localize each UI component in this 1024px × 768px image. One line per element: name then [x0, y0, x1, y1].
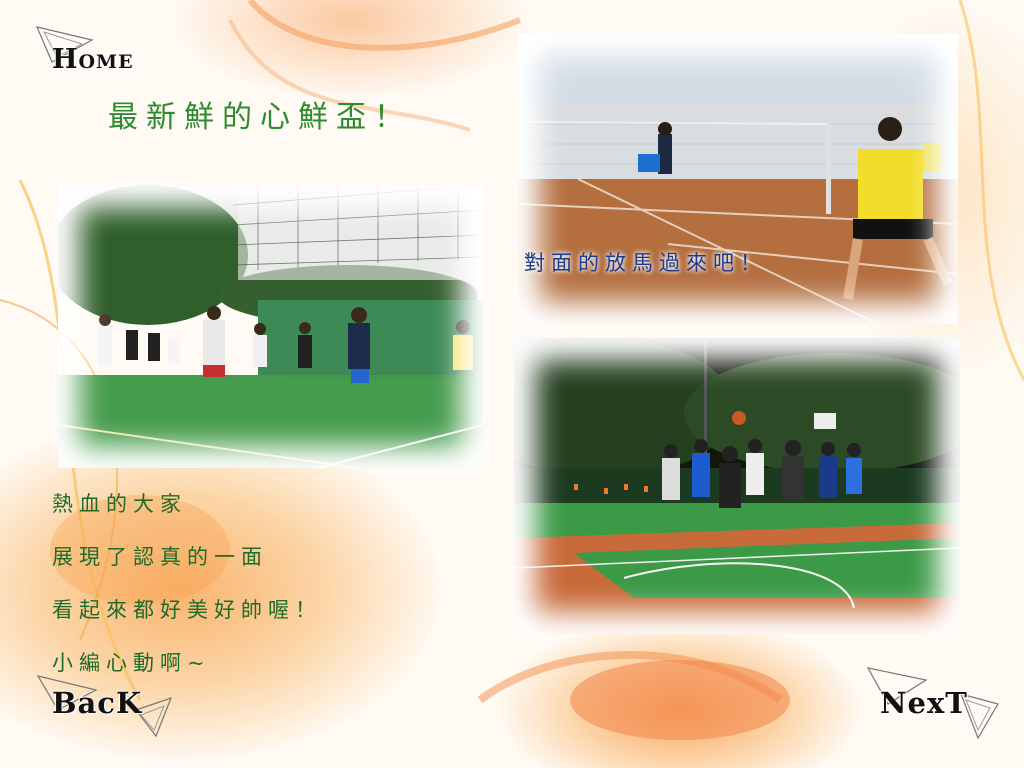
badminton-scene	[518, 34, 958, 324]
body-text: 熱血的大家 展現了認真的一面 看起來都好美好帥喔！ 小編心動啊~	[52, 478, 322, 690]
badminton-court-photo	[518, 34, 958, 324]
volleyball-court-photo	[58, 185, 483, 468]
page-title: 最新鮮的心鮮盃！	[108, 100, 412, 135]
next-button[interactable]: NexT	[880, 686, 968, 720]
home-button[interactable]: Home	[52, 44, 134, 75]
body-line: 展現了認真的一面	[52, 545, 268, 569]
body-line: 看起來都好美好帥喔！	[52, 598, 322, 622]
basketball-court-photo	[514, 338, 960, 634]
body-line: 熱血的大家	[52, 492, 187, 516]
back-button[interactable]: BacK	[52, 686, 143, 720]
volleyball-scene	[58, 185, 483, 468]
body-line: 小編心動啊~	[52, 651, 211, 675]
basketball-scene	[514, 338, 960, 634]
badminton-caption: 對面的放馬過來吧！	[524, 251, 767, 275]
